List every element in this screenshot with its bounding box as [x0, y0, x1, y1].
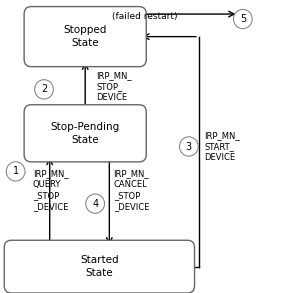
Circle shape [6, 162, 25, 181]
Text: Stopped
State: Stopped State [64, 25, 107, 48]
Text: 1: 1 [12, 166, 19, 176]
FancyBboxPatch shape [4, 240, 195, 293]
Text: 2: 2 [41, 84, 47, 94]
FancyBboxPatch shape [24, 6, 146, 67]
Text: 5: 5 [240, 14, 246, 24]
FancyBboxPatch shape [24, 105, 146, 162]
Text: IRP_MN_
QUERY
_STOP
_DEVICE: IRP_MN_ QUERY _STOP _DEVICE [33, 169, 68, 212]
Text: 4: 4 [92, 199, 98, 209]
Circle shape [179, 137, 198, 156]
Circle shape [86, 194, 105, 213]
Circle shape [233, 9, 252, 29]
Text: 3: 3 [186, 142, 192, 151]
Text: IRP_MN_
STOP_
DEVICE: IRP_MN_ STOP_ DEVICE [97, 71, 132, 102]
Text: Started
State: Started State [80, 255, 119, 278]
Text: IRP_MN_
START_
DEVICE: IRP_MN_ START_ DEVICE [204, 131, 240, 162]
Text: Stop-Pending
State: Stop-Pending State [51, 122, 120, 145]
Text: IRP_MN_
CANCEL
_STOP
_DEVICE: IRP_MN_ CANCEL _STOP _DEVICE [114, 169, 149, 212]
Circle shape [35, 80, 53, 99]
Text: (failed restart): (failed restart) [112, 12, 178, 21]
